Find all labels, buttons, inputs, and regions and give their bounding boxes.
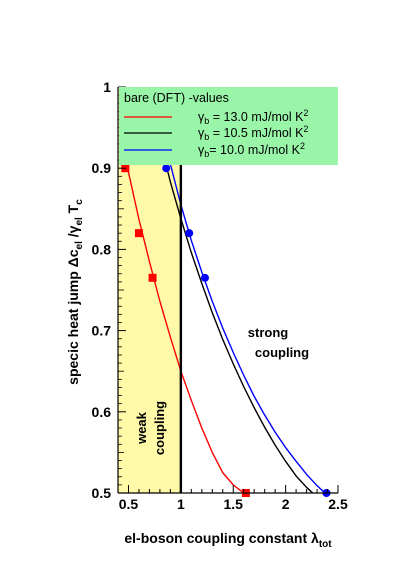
series-line-blue: [164, 139, 326, 493]
legend-entry-blue-symbol: γ: [198, 143, 205, 157]
legend-entry-black-text: = 10.5 mJ/mol K: [209, 126, 304, 140]
legend-entry-red: γb = 13.0 mJ/mol K2: [198, 108, 308, 126]
strong-coupling-label-2: coupling: [255, 345, 309, 360]
y-tick-label-2: 0.7: [92, 323, 112, 339]
x-tick-label-4: 2.5: [328, 496, 348, 512]
legend-entry-blue: γb= 10.0 mJ/mol K2: [198, 141, 305, 159]
x-tick-label-0: 0.5: [119, 496, 139, 512]
data-point-red-2: [148, 273, 157, 282]
y-tick-label-4: 0.9: [92, 160, 112, 176]
legend-entry-red-sup: 2: [303, 108, 308, 118]
legend-entry-red-symbol: γ: [198, 110, 205, 124]
legend-entry-black: γb = 10.5 mJ/mol K2: [198, 124, 308, 142]
series-blue: [164, 139, 326, 493]
legend: bare (DFT) -values γb = 13.0 mJ/mol K2 γ…: [119, 87, 338, 165]
legend-entry-black-sup: 2: [303, 124, 308, 134]
data-point-red-1: [134, 229, 143, 238]
legend-title: bare (DFT) -values: [124, 91, 229, 105]
legend-box: [119, 87, 338, 165]
legend-entry-red-text: = 13.0 mJ/mol K: [209, 110, 304, 124]
y-tick-label-1: 0.6: [92, 404, 112, 420]
axes: 0.5 1 1.5 2 2.5 0.5 0.6 0.7 0.8 0.9 1: [92, 79, 348, 512]
data-point-blue-2: [200, 273, 209, 282]
legend-entry-blue-text: = 10.0 mJ/mol K: [209, 143, 300, 157]
data-point-blue-1: [185, 229, 194, 238]
y-axis-title-end: T: [65, 204, 81, 217]
x-tick-label-3: 2: [282, 496, 290, 512]
y-axis-title-sub2: el: [74, 217, 85, 226]
y-axis-title-mid: /γ: [65, 225, 81, 241]
legend-entry-black-symbol: γ: [198, 126, 205, 140]
legend-entry-blue-sup: 2: [300, 141, 305, 151]
x-tick-label-2: 1.5: [224, 496, 244, 512]
y-tick-label-3: 0.8: [92, 241, 112, 257]
y-axis-title-sub3: c: [74, 199, 85, 205]
y-axis-title-sub1: el: [74, 241, 85, 250]
weak-coupling-label: weak: [134, 411, 149, 445]
y-axis-title: specic heat jump Δcel /γel Tc: [65, 199, 85, 385]
strong-coupling-label: strong: [248, 325, 289, 340]
legend-entry-black-sub: b: [204, 132, 209, 142]
y-axis-title-main: specic heat jump Δc: [65, 249, 81, 385]
data-point-blue-0: [162, 164, 171, 173]
weak-coupling-label-2: coupling: [152, 401, 167, 455]
y-tick-label-5: 1: [103, 79, 111, 95]
legend-entry-red-sub: b: [204, 116, 209, 126]
y-tick-label-0: 0.5: [92, 485, 112, 501]
x-axis-title: el-boson coupling constant λtot: [124, 530, 332, 550]
legend-entry-blue-sub: b: [204, 149, 209, 159]
x-axis-title-sub: tot: [319, 539, 332, 550]
x-tick-label-1: 1: [177, 496, 185, 512]
x-axis-title-main: el-boson coupling constant λ: [124, 530, 319, 546]
